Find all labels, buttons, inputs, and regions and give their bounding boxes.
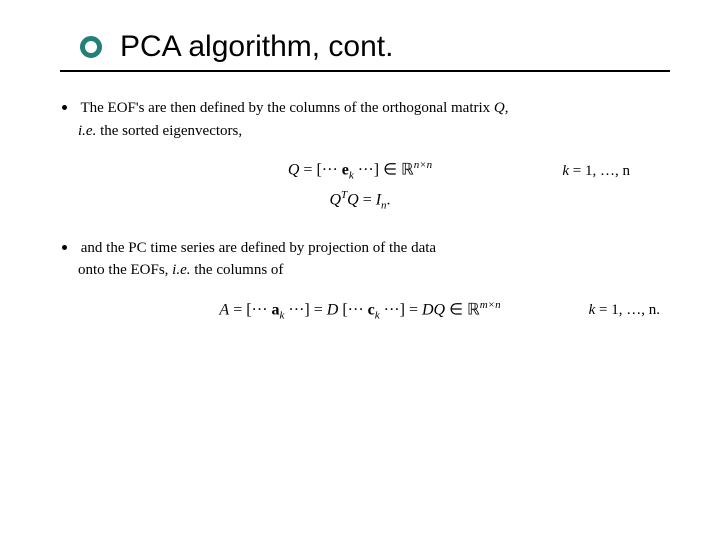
paragraph-2: and the PC time series are defined by pr… [60,237,660,282]
eq3-side-rest: = 1, …, n. [595,302,660,318]
eq3-side: k = 1, …, n. [589,297,660,324]
content-area: The EOF's are then defined by the column… [60,97,670,326]
eq3-lb2: [ [338,301,347,318]
eq3-DQ: DQ [422,301,445,318]
para2-ie: i.e. [172,262,190,278]
eq3-ck: c [368,301,375,318]
equation-2: QTQ = In. [60,186,660,216]
eq3-rb2: ] = [400,301,422,318]
eq1-side: k = 1, …, n [562,158,630,185]
eq3-A: A [219,301,229,318]
eq3-d2: ··· [284,301,304,318]
para2-t2: the columns of [191,262,284,278]
eq2-Q2: Q [347,192,359,209]
eq3-D: D [327,301,339,318]
eq3-d4: ··· [380,301,400,318]
eq1-d1: ··· [322,161,342,178]
eq3-ak: a [272,301,280,318]
equation-3: A = [··· ak ···] = D [··· ck ···] = DQ ∈… [60,296,660,326]
eq2-QT: Q [329,192,341,209]
eq1-ek: e [342,161,349,178]
eq3-d3: ··· [348,301,368,318]
eq3-in: ∈ [445,301,467,318]
eq3-d1: ··· [252,301,272,318]
eq3-dims: m×n [480,299,501,311]
slide: PCA algorithm, cont. The EOF's are then … [0,0,720,540]
eq3-eq1: = [ [229,301,251,318]
para1-ie: i.e. [78,123,96,139]
equation-block-2: A = [··· ak ···] = D [··· ck ···] = DQ ∈… [60,296,660,326]
eq2-eq: = [359,192,376,209]
eq1-rb: ] ∈ [374,161,401,178]
bullet-icon [62,105,67,110]
paragraph-1: The EOF's are then defined by the column… [60,97,660,142]
eq1-side-rest: = 1, …, n [569,163,630,179]
equation-1: Q = [··· ek ···] ∈ ℝn×n k = 1, …, n [60,156,660,186]
eq2-dot: . [387,192,391,209]
para1-rest: the sorted eigenvectors, [96,123,242,139]
eq1-eq: = [ [299,161,321,178]
eq1-dims: n×n [414,159,432,171]
eq3-R: ℝ [467,301,480,318]
eq1-Q: Q [288,161,300,178]
bullet-icon [62,245,67,250]
slide-title: PCA algorithm, cont. [120,30,393,64]
para2-t1: and the PC time series are defined by pr… [81,240,436,256]
para2-cont: onto the EOFs, [78,262,172,278]
eq3-rb1: ] = [304,301,326,318]
title-underline [60,70,670,72]
title-bullet-icon [80,36,102,58]
eq1-d2: ··· [354,161,374,178]
eq1-R: ℝ [401,161,414,178]
equation-block-1: Q = [··· ek ···] ∈ ℝn×n k = 1, …, n QTQ … [60,156,660,217]
para1-comma: , [505,100,509,116]
title-row: PCA algorithm, cont. [80,30,670,64]
para1-lead: The EOF's are then defined by the column… [80,100,493,116]
para1-Q: Q [494,100,505,116]
